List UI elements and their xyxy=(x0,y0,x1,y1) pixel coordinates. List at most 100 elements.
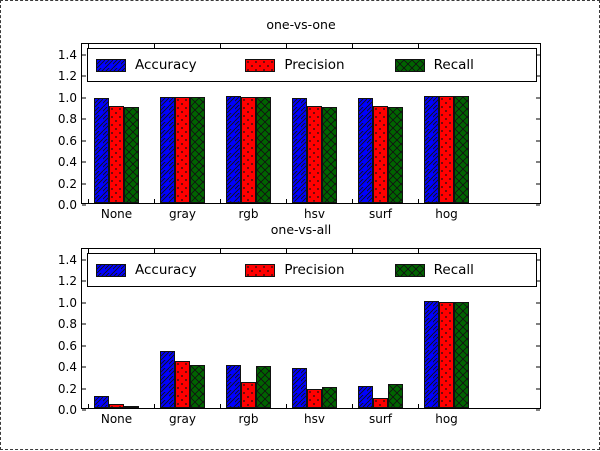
x-tick-mark xyxy=(154,199,155,203)
legend-entry-precision[interactable]: Precision xyxy=(237,262,386,278)
bar-hog-recall xyxy=(454,95,469,203)
y-tick-mark xyxy=(536,140,540,142)
y-tick-label: 1.0 xyxy=(57,295,77,310)
x-tick-mark xyxy=(352,199,353,203)
y-tick-mark xyxy=(536,97,540,99)
x-tick-mark xyxy=(154,44,155,48)
y-tick-label: 0.8 xyxy=(57,317,77,332)
y-tick-label: 0.8 xyxy=(57,112,77,127)
y-tick-label: 1.4 xyxy=(57,47,77,62)
legend-label: Precision xyxy=(284,57,345,73)
y-tick-label: 1.0 xyxy=(57,90,77,105)
y-tick-mark xyxy=(82,161,86,163)
bar-rgb-recall xyxy=(256,96,271,203)
y-tick-label: 1.4 xyxy=(57,252,77,267)
x-tick-label: hsv xyxy=(304,207,325,221)
x-tick-mark xyxy=(352,249,353,253)
bar-gray-recall xyxy=(190,365,205,408)
legend-swatch-recall-icon xyxy=(394,58,425,72)
y-tick-label: 0.4 xyxy=(57,155,77,170)
bar-rgb-precision xyxy=(241,381,256,408)
bar-hsv-accuracy xyxy=(292,368,307,408)
bar-none-precision xyxy=(109,106,124,203)
plot-axes-top: Accuracy Precision Recall 0.0 0.2 0.4 0.6 0.8 1… xyxy=(58,43,541,221)
bar-gray-precision xyxy=(175,361,190,408)
x-tick-label: hog xyxy=(435,207,458,221)
chart-title-bottom: one-vs-all xyxy=(270,222,332,237)
x-tick-mark xyxy=(352,404,353,408)
bar-hsv-precision xyxy=(307,106,322,203)
bar-gray-accuracy xyxy=(160,96,175,203)
legend-swatch-recall-icon xyxy=(394,263,425,277)
legend-entry-precision[interactable]: Precision xyxy=(237,57,386,73)
y-tick-label: 0.6 xyxy=(57,133,77,148)
x-tick-mark xyxy=(286,249,287,253)
x-tick-mark xyxy=(286,404,287,408)
bar-rgb-precision xyxy=(241,96,256,203)
bar-surf-accuracy xyxy=(358,386,373,408)
x-tick-label: rgb xyxy=(238,207,259,221)
bar-surf-recall xyxy=(388,106,403,203)
y-tick-mark xyxy=(536,366,540,368)
legend-swatch-accuracy-icon xyxy=(96,58,126,72)
legend-swatch-accuracy-icon xyxy=(96,263,126,277)
bar-none-accuracy xyxy=(94,396,109,408)
bar-none-accuracy xyxy=(94,98,109,203)
x-tick-mark xyxy=(88,404,89,408)
x-tick-mark xyxy=(418,44,419,48)
x-tick-mark xyxy=(154,249,155,253)
y-tick-mark xyxy=(536,409,540,411)
y-tick-mark xyxy=(536,204,540,206)
y-tick-mark xyxy=(536,54,540,56)
legend-label: Recall xyxy=(433,262,474,278)
x-tick-label: gray xyxy=(168,207,197,221)
x-tick-label: hog xyxy=(435,412,458,426)
y-tick-label: 0.2 xyxy=(57,381,77,396)
y-tick-mark xyxy=(82,54,86,56)
bar-surf-precision xyxy=(373,106,388,203)
legend-entry-recall[interactable]: Recall xyxy=(387,262,536,278)
y-tick-mark xyxy=(82,280,86,282)
bar-surf-precision xyxy=(373,398,388,408)
chart-title-top: one-vs-one xyxy=(266,17,336,32)
x-tick-mark xyxy=(352,44,353,48)
y-tick-mark xyxy=(82,259,86,261)
bar-hog-accuracy xyxy=(424,301,439,408)
legend-entry-accuracy[interactable]: Accuracy xyxy=(88,57,237,73)
y-tick-mark xyxy=(82,388,86,390)
x-tick-mark xyxy=(418,199,419,203)
y-tick-mark xyxy=(82,118,86,120)
bar-hog-precision xyxy=(439,95,454,203)
bar-hsv-accuracy xyxy=(292,98,307,203)
x-tick-mark xyxy=(418,249,419,253)
y-tick-label: 0.6 xyxy=(57,338,77,353)
bar-none-recall xyxy=(124,406,139,408)
bar-hsv-precision xyxy=(307,389,322,408)
y-tick-mark xyxy=(82,409,86,411)
chart-legend-bottom: Accuracy Precision Recall xyxy=(87,253,537,287)
bar-gray-accuracy xyxy=(160,350,175,408)
legend-entry-accuracy[interactable]: Accuracy xyxy=(88,262,237,278)
x-tick-mark xyxy=(220,199,221,203)
bar-gray-recall xyxy=(190,97,205,203)
y-tick-mark xyxy=(536,161,540,163)
y-tick-mark xyxy=(536,259,540,261)
y-tick-mark xyxy=(536,302,540,304)
x-tick-mark xyxy=(418,404,419,408)
x-tick-label: None xyxy=(100,207,133,221)
y-tick-mark xyxy=(536,345,540,347)
legend-label: Accuracy xyxy=(135,262,197,278)
x-tick-mark xyxy=(88,199,89,203)
y-tick-label: 0.0 xyxy=(57,198,77,212)
y-tick-mark xyxy=(82,204,86,206)
x-tick-label: surf xyxy=(368,207,393,221)
bar-rgb-accuracy xyxy=(226,96,241,203)
legend-entry-recall[interactable]: Recall xyxy=(387,57,536,73)
subplot-one-vs-all: one-vs-all Accuracy Precision Recall 0.0 0.… xyxy=(1,222,600,451)
x-tick-label: gray xyxy=(168,412,197,426)
bar-rgb-recall xyxy=(256,365,271,408)
bar-hsv-recall xyxy=(322,386,337,408)
y-tick-mark xyxy=(82,345,86,347)
bar-surf-recall xyxy=(388,384,403,408)
y-tick-mark xyxy=(82,366,86,368)
